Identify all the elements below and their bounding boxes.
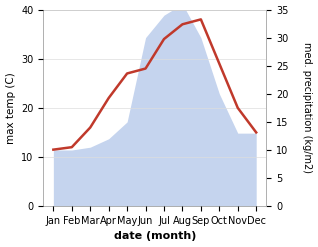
- Y-axis label: med. precipitation (kg/m2): med. precipitation (kg/m2): [302, 42, 313, 173]
- X-axis label: date (month): date (month): [114, 231, 196, 242]
- Y-axis label: max temp (C): max temp (C): [5, 72, 16, 144]
